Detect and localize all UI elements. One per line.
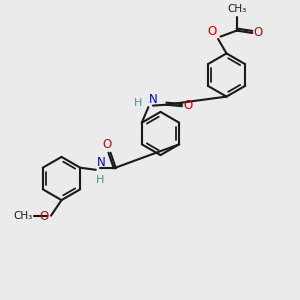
Text: CH₃: CH₃ — [227, 4, 246, 14]
Text: H: H — [96, 175, 104, 185]
Text: O: O — [39, 210, 49, 223]
Text: N: N — [96, 156, 105, 169]
Text: O: O — [184, 99, 193, 112]
Text: N: N — [149, 93, 158, 106]
Text: H: H — [134, 98, 142, 108]
Text: CH₃: CH₃ — [14, 211, 33, 221]
Text: O: O — [208, 25, 217, 38]
Text: O: O — [254, 26, 263, 40]
Text: O: O — [103, 139, 112, 152]
